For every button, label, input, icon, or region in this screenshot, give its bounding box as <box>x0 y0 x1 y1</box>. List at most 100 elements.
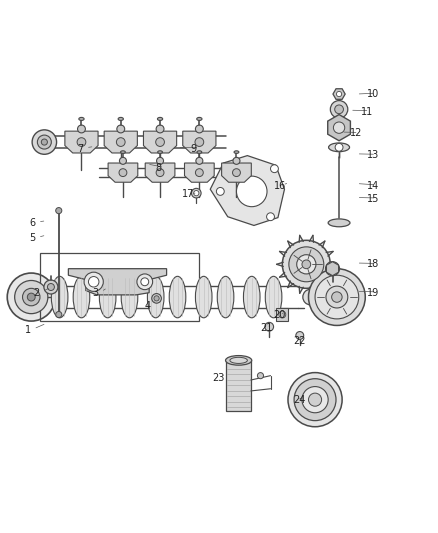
Text: 6: 6 <box>29 218 35 228</box>
Text: 10: 10 <box>367 89 380 99</box>
Ellipse shape <box>226 356 252 365</box>
Text: 16: 16 <box>274 181 286 191</box>
Circle shape <box>194 190 199 196</box>
Circle shape <box>335 143 343 151</box>
Circle shape <box>22 288 40 306</box>
Text: 21: 21 <box>261 322 273 333</box>
Circle shape <box>88 277 99 287</box>
Text: 19: 19 <box>367 288 380 298</box>
Circle shape <box>294 379 336 421</box>
Text: 24: 24 <box>293 394 306 405</box>
Ellipse shape <box>234 151 239 154</box>
Circle shape <box>330 101 348 118</box>
Circle shape <box>271 165 279 173</box>
Circle shape <box>119 169 127 176</box>
Circle shape <box>41 139 47 145</box>
Polygon shape <box>326 262 339 276</box>
Circle shape <box>296 332 304 340</box>
Circle shape <box>156 125 164 133</box>
Circle shape <box>283 240 330 288</box>
Bar <box>276 309 288 321</box>
Circle shape <box>302 260 311 269</box>
Circle shape <box>195 125 203 133</box>
Polygon shape <box>328 115 350 141</box>
Circle shape <box>7 273 55 321</box>
Ellipse shape <box>169 276 186 318</box>
Circle shape <box>325 262 339 276</box>
Polygon shape <box>333 89 345 99</box>
Circle shape <box>27 293 35 301</box>
Ellipse shape <box>217 276 234 318</box>
Circle shape <box>233 157 240 164</box>
Circle shape <box>237 176 267 207</box>
Polygon shape <box>108 163 138 182</box>
Polygon shape <box>104 131 138 153</box>
Circle shape <box>154 296 159 301</box>
Circle shape <box>233 169 240 176</box>
Text: 8: 8 <box>155 163 162 173</box>
Circle shape <box>308 393 321 406</box>
Ellipse shape <box>79 117 84 120</box>
Polygon shape <box>222 163 251 182</box>
Text: 22: 22 <box>293 336 306 346</box>
Circle shape <box>267 213 275 221</box>
Ellipse shape <box>197 151 202 154</box>
Polygon shape <box>145 163 175 182</box>
Circle shape <box>308 269 365 326</box>
Circle shape <box>56 207 62 214</box>
Circle shape <box>216 188 224 195</box>
Circle shape <box>156 157 163 164</box>
Ellipse shape <box>73 276 90 318</box>
Circle shape <box>195 138 204 147</box>
Circle shape <box>288 373 342 427</box>
Text: 20: 20 <box>274 310 286 319</box>
Circle shape <box>265 322 274 331</box>
Text: 15: 15 <box>367 194 380 204</box>
Circle shape <box>315 275 359 319</box>
Circle shape <box>137 274 152 289</box>
Circle shape <box>326 286 348 308</box>
Circle shape <box>191 188 201 198</box>
Ellipse shape <box>158 151 162 154</box>
Polygon shape <box>144 131 177 153</box>
Circle shape <box>141 278 149 286</box>
Circle shape <box>117 125 125 133</box>
Circle shape <box>37 135 51 149</box>
Circle shape <box>258 373 264 379</box>
Text: 2: 2 <box>33 288 40 298</box>
Circle shape <box>196 157 203 164</box>
Circle shape <box>77 138 86 147</box>
Circle shape <box>120 157 127 164</box>
Text: 14: 14 <box>367 181 380 191</box>
Circle shape <box>156 169 164 176</box>
Ellipse shape <box>148 276 164 318</box>
Ellipse shape <box>120 151 125 154</box>
Ellipse shape <box>197 117 202 120</box>
Ellipse shape <box>328 219 350 227</box>
Ellipse shape <box>244 276 260 318</box>
Circle shape <box>289 247 324 282</box>
Bar <box>40 253 199 321</box>
Text: 7: 7 <box>77 143 83 154</box>
Ellipse shape <box>328 143 350 152</box>
Text: 5: 5 <box>29 233 35 243</box>
Circle shape <box>155 138 164 147</box>
Text: 4: 4 <box>145 301 151 311</box>
Text: 13: 13 <box>367 150 380 160</box>
Circle shape <box>47 284 54 290</box>
Ellipse shape <box>99 276 116 318</box>
Circle shape <box>78 125 85 133</box>
Circle shape <box>333 122 345 133</box>
Polygon shape <box>65 131 98 153</box>
Circle shape <box>195 169 203 176</box>
Ellipse shape <box>51 276 68 318</box>
Text: 3: 3 <box>92 288 99 298</box>
Text: 9: 9 <box>191 143 197 154</box>
Ellipse shape <box>118 117 124 120</box>
Text: 11: 11 <box>361 107 373 117</box>
Circle shape <box>303 289 318 305</box>
Circle shape <box>32 130 57 154</box>
Ellipse shape <box>195 276 212 318</box>
Circle shape <box>152 294 161 303</box>
Text: 1: 1 <box>25 325 31 335</box>
